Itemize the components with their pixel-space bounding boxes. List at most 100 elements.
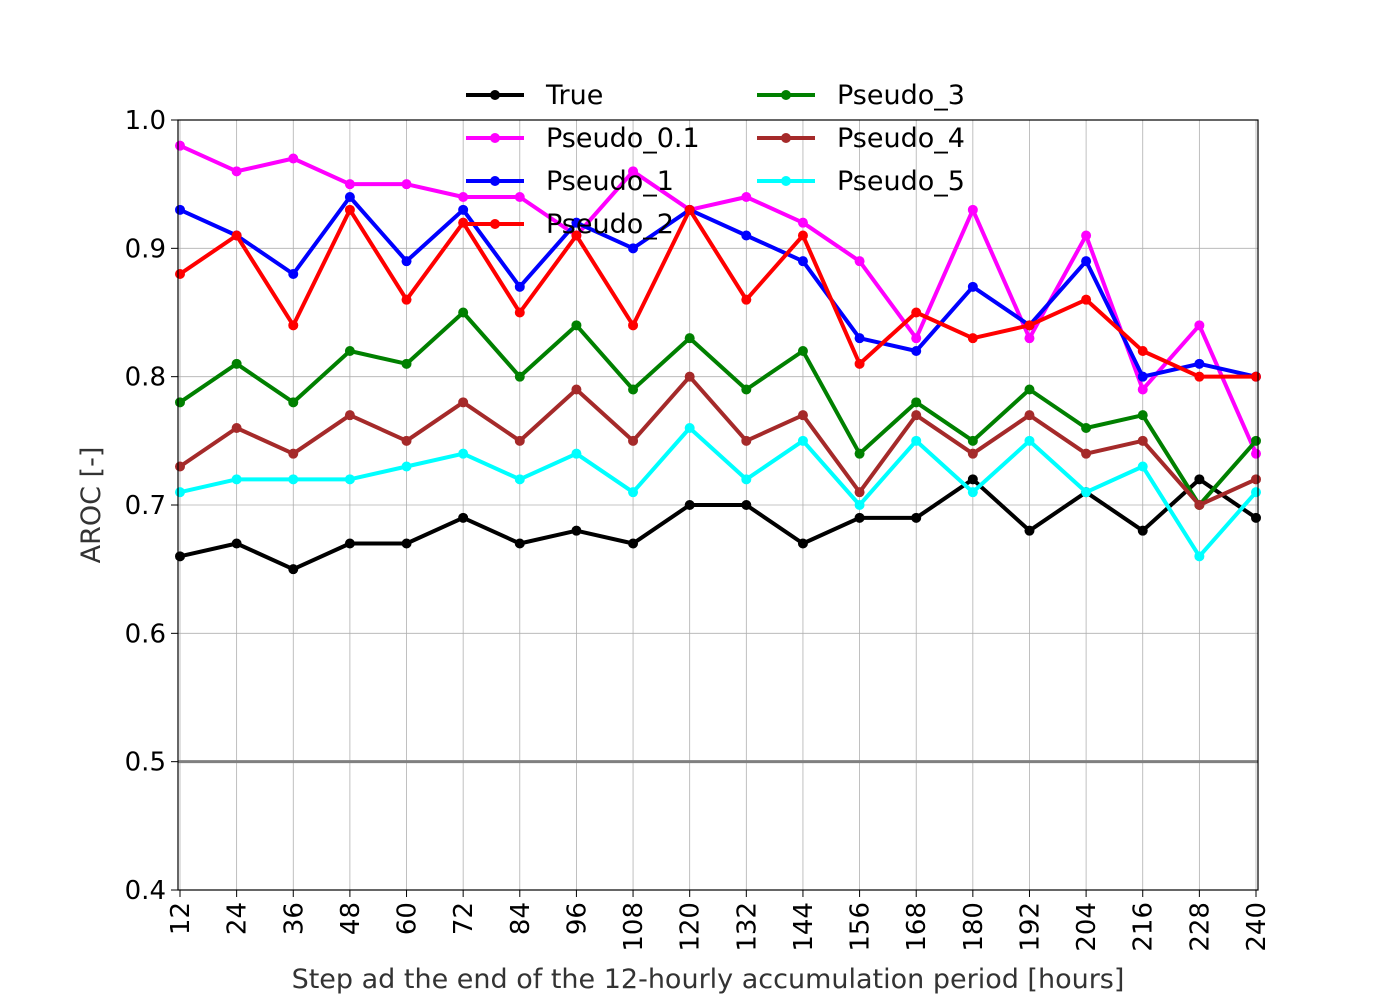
data-point-pseudo-1 xyxy=(1137,371,1148,382)
data-point-pseudo-5 xyxy=(571,448,582,459)
data-point-pseudo-0-1 xyxy=(231,166,242,177)
legend-item-pseudo-2: Pseudo_2 xyxy=(466,209,674,240)
legend-swatch-marker xyxy=(490,90,500,100)
data-point-true xyxy=(1137,525,1148,536)
legend-swatch-marker xyxy=(490,176,500,186)
data-point-pseudo-1 xyxy=(175,204,185,215)
data-point-true xyxy=(967,474,978,485)
data-point-true xyxy=(175,551,185,562)
data-point-pseudo-3 xyxy=(684,333,695,344)
series-line-pseudo-3 xyxy=(178,310,1258,507)
series-line-pseudo-4 xyxy=(178,374,1257,507)
legend-item-pseudo-1: Pseudo_1 xyxy=(466,166,674,197)
data-point-pseudo-4 xyxy=(401,435,412,446)
x-tick-label: 96 xyxy=(562,902,592,935)
data-point-pseudo-5 xyxy=(741,474,752,485)
data-point-pseudo-4 xyxy=(514,435,525,446)
data-point-pseudo-1 xyxy=(797,256,808,267)
data-point-true xyxy=(344,538,355,549)
data-point-true xyxy=(628,538,639,549)
data-point-pseudo-2 xyxy=(458,217,469,228)
data-point-pseudo-0-1 xyxy=(1081,230,1092,241)
legend-label: Pseudo_2 xyxy=(546,209,674,240)
x-tick-label: 60 xyxy=(393,902,423,935)
legend-label: Pseudo_1 xyxy=(546,166,674,197)
y-tick-label: 0.9 xyxy=(125,234,166,264)
data-point-true xyxy=(1251,512,1261,523)
y-tick-label: 0.5 xyxy=(125,748,166,778)
x-tick-label: 144 xyxy=(789,902,819,952)
data-point-pseudo-3 xyxy=(1137,410,1148,421)
y-tick-label: 0.6 xyxy=(125,619,166,649)
data-point-pseudo-1 xyxy=(967,281,978,292)
data-point-pseudo-4 xyxy=(1194,500,1205,510)
legend-swatch-marker xyxy=(781,176,791,186)
series-line-pseudo-5 xyxy=(179,426,1258,559)
series-layer xyxy=(175,140,1261,575)
legend-item-true: True xyxy=(466,80,603,111)
data-point-pseudo-4 xyxy=(571,384,582,395)
series-pseudo-2 xyxy=(175,204,1261,382)
data-point-true xyxy=(854,512,865,523)
data-point-pseudo-4 xyxy=(231,423,242,433)
series-line-pseudo-1 xyxy=(179,195,1257,379)
data-point-pseudo-2 xyxy=(1024,320,1035,331)
x-tick-label: 108 xyxy=(619,902,649,952)
data-point-pseudo-0-1 xyxy=(797,217,808,228)
series-line-pseudo-0-1 xyxy=(179,143,1258,455)
x-tick-label: 204 xyxy=(1072,902,1102,952)
data-point-pseudo-0-1 xyxy=(911,333,922,344)
data-point-pseudo-4 xyxy=(344,410,355,421)
data-point-pseudo-2 xyxy=(967,333,978,344)
data-point-pseudo-3 xyxy=(514,371,525,382)
data-point-pseudo-5 xyxy=(401,461,412,472)
data-point-pseudo-4 xyxy=(684,371,695,382)
data-point-true xyxy=(911,512,922,523)
legend-swatch-marker xyxy=(490,219,500,229)
data-point-pseudo-2 xyxy=(854,358,865,369)
data-point-pseudo-4 xyxy=(1024,410,1035,421)
data-point-pseudo-5 xyxy=(344,474,355,485)
data-point-pseudo-5 xyxy=(628,487,639,498)
y-tick-label: 0.4 xyxy=(125,876,166,906)
data-point-pseudo-2 xyxy=(514,307,525,318)
legend: True Pseudo_0.1 Pseudo_1 Pseudo_2 Pseudo_3 Ps… xyxy=(466,80,965,240)
data-point-pseudo-1 xyxy=(1194,358,1205,369)
data-point-pseudo-0-1 xyxy=(344,179,355,190)
data-point-pseudo-2 xyxy=(911,307,922,318)
data-point-pseudo-4 xyxy=(458,397,469,408)
legend-label: Pseudo_5 xyxy=(837,166,965,197)
data-point-pseudo-0-1 xyxy=(854,256,865,267)
data-point-pseudo-0-1 xyxy=(741,192,752,202)
x-tick-label: 132 xyxy=(732,902,762,952)
data-point-pseudo-5 xyxy=(1024,435,1035,446)
legend-swatch-marker xyxy=(781,133,791,143)
legend-item-pseudo-0-1: Pseudo_0.1 xyxy=(466,123,700,154)
series-true xyxy=(175,474,1261,575)
x-axis-ticks: 12 24 36 48 60 72 84 96 108 120 132 144 156 168 180 192… xyxy=(166,890,1272,952)
data-point-pseudo-0-1 xyxy=(288,153,299,164)
data-point-pseudo-1 xyxy=(401,256,412,267)
data-point-pseudo-3 xyxy=(344,346,355,356)
x-tick-label: 192 xyxy=(1015,902,1045,952)
data-point-pseudo-1 xyxy=(854,333,865,344)
x-tick-label: 240 xyxy=(1242,902,1272,952)
data-point-pseudo-3 xyxy=(231,358,242,369)
x-tick-label: 216 xyxy=(1129,902,1159,952)
x-tick-label: 228 xyxy=(1185,902,1215,952)
data-point-pseudo-3 xyxy=(911,397,922,408)
data-point-true xyxy=(401,538,412,549)
legend-swatch-marker xyxy=(490,133,500,143)
data-point-pseudo-0-1 xyxy=(175,140,185,151)
legend-label: Pseudo_0.1 xyxy=(546,123,700,154)
x-tick-label: 12 xyxy=(166,902,196,935)
legend-label: Pseudo_3 xyxy=(837,80,965,111)
data-point-true xyxy=(571,525,582,536)
x-tick-label: 84 xyxy=(506,902,536,935)
data-point-pseudo-4 xyxy=(967,448,978,459)
data-point-true xyxy=(1194,474,1205,485)
data-point-pseudo-2 xyxy=(344,204,355,215)
data-point-pseudo-4 xyxy=(1251,474,1261,485)
data-point-pseudo-1 xyxy=(288,269,299,279)
data-point-pseudo-4 xyxy=(175,461,185,472)
